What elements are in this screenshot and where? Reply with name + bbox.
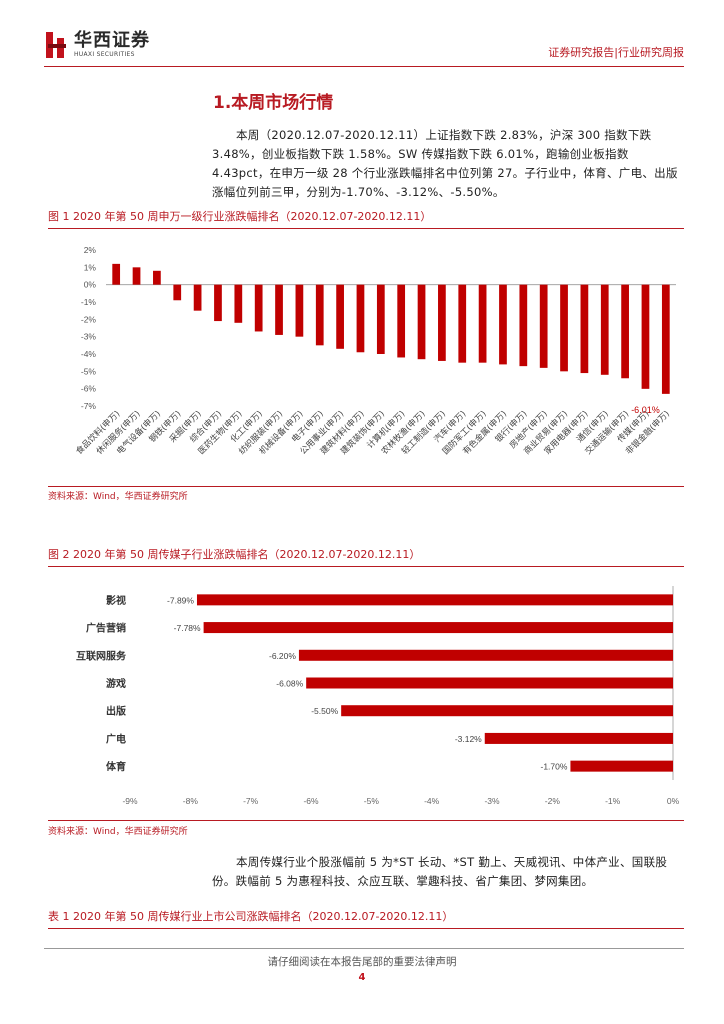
section-title: 1.本周市场行情 [213,93,334,113]
report-type: 证券研究报告|行业研究周报 [548,46,684,59]
bar [214,284,222,322]
bar [570,760,673,772]
y-tick-label: -6% [81,384,97,394]
page-number: 4 [358,972,366,983]
industry-bar-chart: 2%1%0%-1%-2%-3%-4%-5%-6%-7%食品饮料(申万)休闲服务(… [74,245,676,457]
bar [438,284,446,361]
data-label: -1.70% [540,762,567,772]
bar [196,594,673,606]
x-tick-label: -7% [243,796,259,806]
data-label: -6.20% [269,651,296,661]
logo-en-text: HUAXI SECURITIES [74,51,135,58]
bar [661,284,670,394]
bar [275,284,283,335]
y-tick-label: 2% [84,245,97,255]
bar [153,270,161,285]
bar [254,284,263,332]
y-tick-label: 1% [84,262,97,272]
data-label: -3.12% [455,734,482,744]
bar [417,284,426,360]
figure1-bottom-rule [48,486,684,487]
y-category-label: 游戏 [106,677,126,690]
x-tick-label: -2% [545,796,561,806]
bar [484,732,673,744]
figure1-caption: 图 1 2020 年第 50 周申万一级行业涨跌幅排名（2020.12.07-2… [48,210,432,223]
y-category-label: 广告营销 [86,622,126,635]
bar [356,284,365,353]
logo-icon [44,30,68,60]
figure2-top-rule [48,566,684,567]
bar [234,284,243,323]
logo-cn-text: 华西证券 [74,30,150,51]
bar [600,284,609,375]
table1-top-rule [48,928,684,929]
y-category-label: 广电 [106,732,126,745]
footer-divider [44,948,684,949]
figure1-source: 资料来源：Wind，华西证券研究所 [48,492,188,502]
figure2-chart: 影视 -7.89% 广告营销 -7.78% 互联网服务 -6.20% 游戏 -6.08% 出版 -… [48,570,684,818]
bar [298,649,673,661]
company-logo: 华西证券 HUAXI SECURITIES [44,30,150,60]
x-tick-label: -1% [605,796,621,806]
y-category-label: 影视 [106,594,126,607]
bar [132,267,141,285]
bar [306,677,673,689]
x-tick-label: -3% [484,796,500,806]
y-tick-label: -5% [81,366,97,376]
y-category-label: 出版 [106,705,126,718]
bar [458,284,467,363]
y-tick-label: -2% [81,314,97,324]
data-label: -6.01% [631,405,660,415]
y-tick-label: 0% [84,280,97,290]
bar [478,284,487,363]
y-tick-label: -4% [81,349,97,359]
bar [397,284,406,358]
bar [539,284,548,368]
figure2-caption: 图 2 2020 年第 50 周传媒子行业涨跌幅排名（2020.12.07-20… [48,548,421,561]
figure2-bottom-rule [48,820,684,821]
figure2-source: 资料来源：Wind，华西证券研究所 [48,827,188,837]
bar [295,284,304,337]
stock-ranking-paragraph: 本周传媒行业个股涨幅前 5 为*ST 长动、*ST 勤上、天威视讯、中体产业、国… [212,855,668,888]
legal-notice: 请仔细阅读在本报告尾部的重要法律声明 [267,956,457,968]
data-label: -6.08% [276,679,303,689]
x-tick-label: -8% [183,796,199,806]
y-category-label: 体育 [106,760,126,773]
x-tick-label: -4% [424,796,440,806]
bar [336,284,344,349]
figure1-chart: 2% 1% 0% -1% -2% -3% -4% -5% -6% -7% 食品饮料(申万) 休闲服务(… [48,232,684,486]
bar [376,284,385,354]
bar [641,284,650,389]
y-category-label: 互联网服务 [76,649,127,662]
y-tick-label: -1% [81,297,97,307]
bar [499,284,507,365]
bar [315,284,324,346]
media-subsector-bar-chart: 影视 -7.89% 广告营销 -7.78% 互联网服务 -6.20% 游戏 -6.08% 出版 -… [76,586,680,806]
header-divider [44,66,684,67]
bar [173,284,182,301]
bar [519,284,528,367]
bar [193,284,202,311]
x-tick-label: 0% [667,796,680,806]
x-tick-label: -6% [303,796,319,806]
figure1-top-rule [48,228,684,229]
y-tick-label: -7% [81,401,97,411]
bar [621,284,629,379]
bar [560,284,568,372]
data-label: -7.89% [167,595,194,605]
bar [203,622,673,634]
bar [341,705,673,717]
x-tick-label: -5% [364,796,380,806]
bar [112,263,121,285]
x-tick-label: -9% [122,796,138,806]
table1-caption: 表 1 2020 年第 50 周传媒行业上市公司涨跌幅排名（2020.12.07… [48,910,454,923]
market-summary-paragraph: 本周（2020.12.07-2020.12.11）上证指数下跌 2.83%，沪深… [212,128,678,199]
data-label: -7.78% [174,623,201,633]
bar [580,284,589,374]
data-label: -5.50% [311,706,338,716]
y-tick-label: -3% [81,332,97,342]
